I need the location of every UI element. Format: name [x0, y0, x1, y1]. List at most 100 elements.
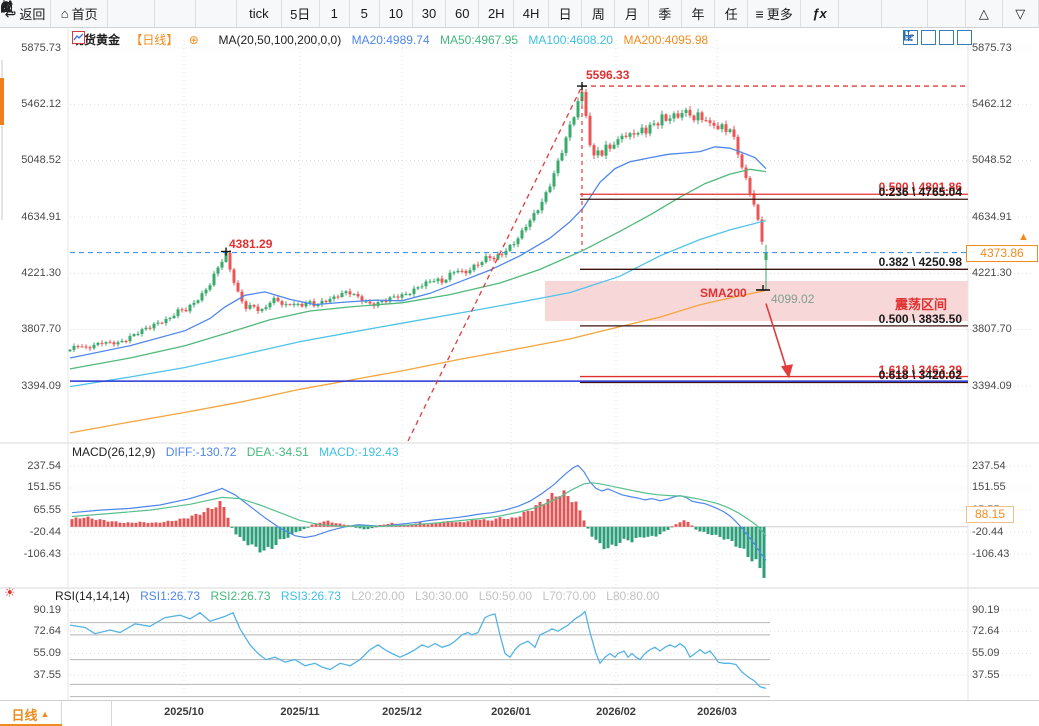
price-up-arrow-icon: ▲ — [1018, 231, 1029, 243]
toolbar-day-label: 日 — [558, 7, 572, 22]
fit-y-icon[interactable] — [903, 30, 936, 45]
fib-level-label: 0.382 \ 4250.98 — [878, 255, 962, 270]
left-scrollbar-track[interactable] — [1, 60, 3, 220]
price-axis-tick-label: 3394.09 — [21, 379, 61, 392]
rsi-l20: L20:20.00 — [351, 589, 405, 603]
toolbar-60m-label: 60 — [455, 6, 470, 21]
period-label[interactable]: 【日线】 — [130, 33, 179, 47]
price-axis-tick-label: 3807.70 — [972, 323, 1012, 336]
toolbar-1m-button[interactable]: 1 — [320, 0, 350, 27]
toolbar-quarter-button[interactable]: 季 — [649, 0, 682, 27]
rsi-axis-tick-label: 55.09 — [972, 646, 1000, 659]
price-axis-tick-label: 5462.12 — [21, 97, 61, 110]
back-icon: ↩ — [4, 5, 17, 22]
rsi-params: RSI(14,14,14) — [55, 589, 130, 603]
toolbar-4h-button[interactable]: 4H — [514, 0, 550, 27]
price-axis-tick-label: 4221.30 — [972, 266, 1012, 279]
sma200-label: SMA200 — [700, 286, 747, 300]
shift-right-icon[interactable] — [904, 30, 972, 45]
add-indicator-icon[interactable]: ⊕ — [188, 33, 199, 47]
toolbar-month-button[interactable]: 月 — [615, 0, 649, 27]
toolbar-year-button[interactable]: 年 — [682, 0, 716, 27]
toolbar-5d-button[interactable]: 5日 — [282, 0, 320, 27]
date-label: 2025/11 — [280, 706, 320, 718]
toolbar-tri-down-button[interactable]: ▽ — [1003, 0, 1039, 27]
rsi-l70: L70:70.00 — [542, 589, 596, 603]
toolbar-10m-button[interactable]: 10 — [380, 0, 413, 27]
toolbar-week-label: 周 — [591, 7, 605, 22]
period-up-arrow-icon: ▲ — [40, 709, 50, 719]
toolbar-tri-up-label: △ — [978, 5, 989, 21]
oct-high-label: 4381.29 — [229, 237, 273, 251]
toolbar-60m-button[interactable]: 60 — [446, 0, 480, 27]
range-label: 震荡区间 — [895, 297, 948, 312]
toolbar-30m-button[interactable]: 30 — [413, 0, 447, 27]
macd-axis-tick-label: 237.54 — [972, 459, 1006, 472]
macd-params: MACD(26,12,9) — [72, 445, 156, 459]
toolbar-back-button[interactable]: ↩ 返回 — [0, 0, 51, 27]
toolbar-tick-button[interactable]: tick — [237, 0, 282, 27]
ma200-value: MA200:4095.98 — [623, 33, 709, 47]
toolbar-back-label: 返回 — [19, 7, 46, 22]
period-selector-label: 日线 — [11, 707, 38, 723]
macd-axis-tick-label: -20.44 — [29, 525, 61, 538]
indicator-settings-icon[interactable]: ☀ — [4, 585, 16, 600]
fit-x-icon[interactable] — [903, 30, 954, 45]
price-axis-tick-label: 5462.12 — [972, 97, 1012, 110]
toolbar-tri-up-button[interactable]: △ — [966, 0, 1003, 27]
toolbar-2h-button[interactable]: 2H — [479, 0, 515, 27]
price-axis-tick-label: 5048.52 — [972, 154, 1012, 167]
toolbar-any-label: 任 — [724, 7, 738, 22]
macd-diff-value: DIFF:-130.72 — [165, 445, 237, 459]
left-scrollbar-thumb[interactable] — [0, 78, 4, 125]
home-icon: ⌂ — [60, 6, 69, 21]
toolbar-draw-button[interactable] — [1, 0, 967, 27]
ma20-value: MA20:4989.74 — [351, 33, 430, 47]
macd-macd-value: MACD:-192.43 — [319, 445, 399, 459]
fib-level-label: 1.618 \ 3463.29 — [878, 362, 962, 377]
rsi-axis-tick-label: 90.19 — [33, 603, 61, 616]
toolbar-week-button[interactable]: 周 — [582, 0, 616, 27]
price-axis-tick-label: 5048.52 — [21, 154, 61, 167]
peak-high-label: 5596.33 — [586, 68, 630, 82]
macd-legend: MACD(26,12,9) DIFF:-130.72 DEA:-34.51 MA… — [72, 445, 406, 459]
ma-params: MA(20,50,100,200,0,0) — [218, 33, 342, 47]
toolbar-home-button[interactable]: ⌂ 首页 — [51, 0, 109, 27]
toolbar-month-label: 月 — [625, 7, 639, 22]
ma100-value: MA100:4608.20 — [528, 33, 614, 47]
rsi-l30: L30:30.00 — [414, 589, 469, 603]
toolbar-day-button[interactable]: 日 — [549, 0, 583, 27]
toolbar-year-label: 年 — [691, 7, 705, 22]
toolbar-5m-button[interactable]: 5 — [350, 0, 380, 27]
empty-cell — [62, 701, 112, 726]
toolbar-5d-label: 5日 — [290, 7, 311, 22]
toolbar-10m-label: 10 — [388, 6, 404, 21]
rsi-axis-tick-label: 37.55 — [33, 668, 61, 681]
toolbar-fx-label: ƒx — [812, 6, 827, 21]
macd-axis-tick-label: -106.43 — [972, 547, 1010, 560]
bottom-bar: 日线 ▲ 2025/10 2025/11 2025/12 2026/01 2026/02… — [0, 700, 1039, 726]
macd-axis-tick-label: 237.54 — [27, 459, 61, 472]
period-selector[interactable]: 日线 ▲ — [0, 701, 62, 726]
more-icon: ≡ — [755, 5, 764, 22]
toolbar-any-button[interactable]: 任 — [715, 0, 749, 27]
macd-axis-tick-label: 65.55 — [33, 503, 61, 516]
toolbar-fx-button[interactable]: ƒx — [801, 0, 839, 27]
toolbar: ↩ 返回 ⌂ 首页 tick 5日 1 5 10 30 60 2H 4H 日周月季年任 ≡ 更多 ƒx △ ▽ — [0, 0, 1039, 28]
rsi-axis-tick-label: 72.64 — [972, 625, 1000, 638]
date-label: 2025/12 — [382, 706, 422, 718]
rsi2-value: RSI2:26.73 — [210, 589, 271, 603]
fib-level-label: 0.500 \ 4801.86 — [878, 180, 962, 195]
toolbar-more-button[interactable]: ≡ 更多 — [748, 0, 801, 27]
chart-tools — [903, 30, 972, 45]
price-axis-tick-label: 3807.70 — [21, 323, 61, 336]
toolbar-30m-label: 30 — [421, 6, 437, 21]
date-label: 2026/03 — [697, 706, 737, 718]
fib-level-label: 0.500 \ 3835.50 — [878, 311, 962, 326]
last-low-label: 4099.02 — [771, 292, 815, 306]
price-axis-tick-label: 5875.73 — [21, 41, 61, 54]
period-underline — [0, 724, 62, 726]
rsi-axis-tick-label: 37.55 — [972, 668, 1000, 681]
current-price-badge: 4373.86 — [966, 245, 1038, 262]
